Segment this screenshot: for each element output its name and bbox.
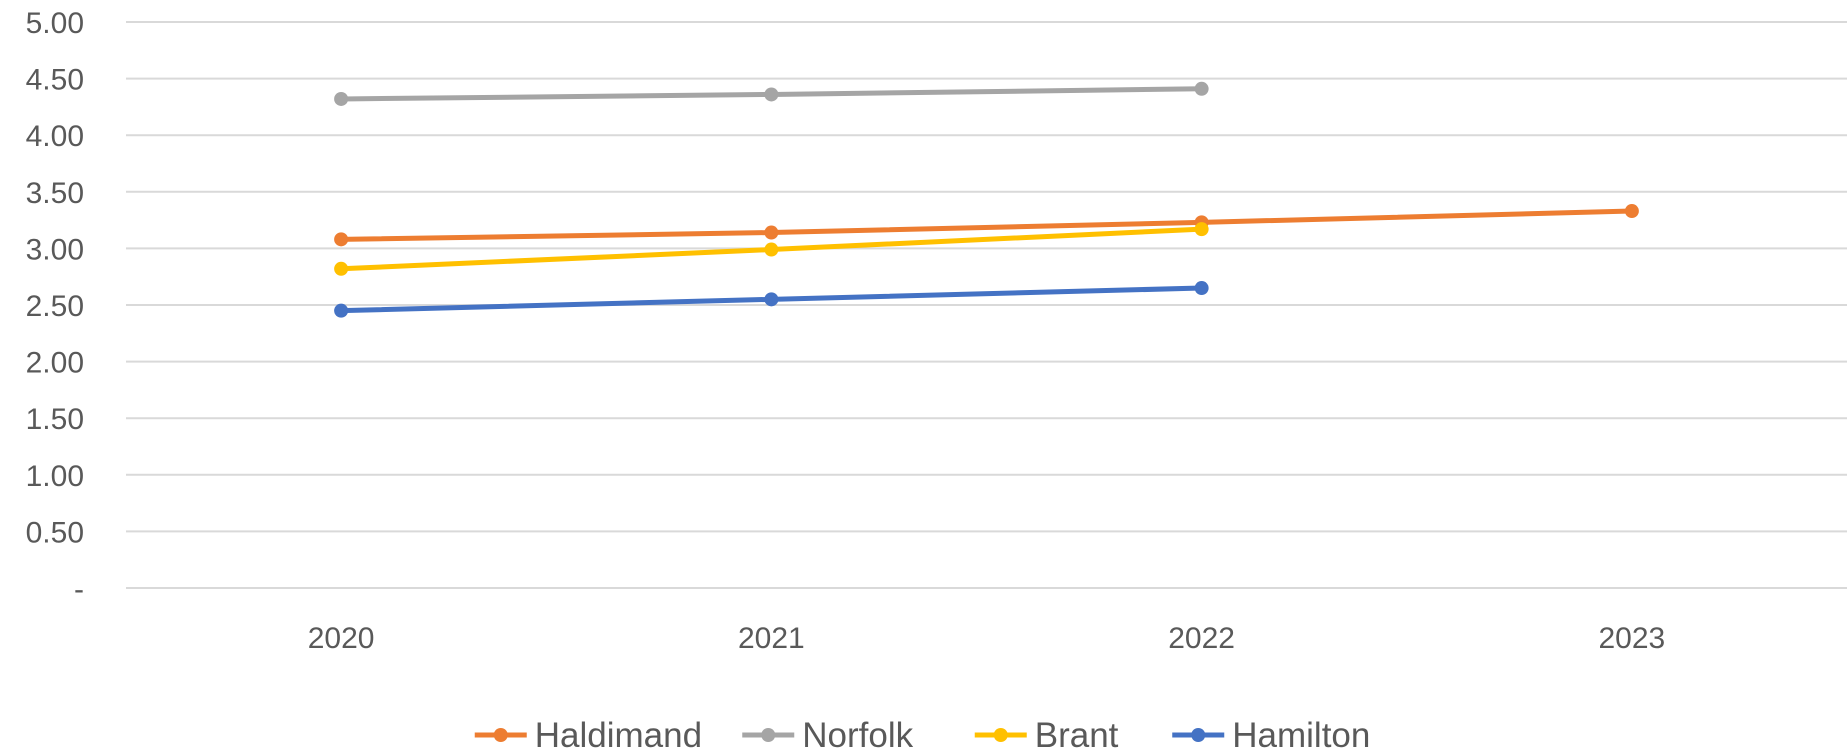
data-point	[334, 232, 349, 247]
y-tick-label: 4.50	[26, 64, 84, 97]
series-norfolk	[334, 81, 1209, 106]
y-tick-label: 3.50	[26, 177, 84, 210]
data-point	[1194, 281, 1209, 296]
x-axis: 2020 2021 2022 2023	[308, 622, 1666, 655]
y-tick-label: 1.50	[26, 403, 84, 436]
legend: Haldimand Norfolk Brant Hamilton	[474, 716, 1370, 751]
series-line	[338, 208, 1635, 242]
legend-marker	[1191, 728, 1206, 742]
data-point	[764, 225, 779, 240]
legend-item: Norfolk	[742, 716, 914, 751]
legend-item: Haldimand	[474, 716, 702, 751]
x-tick-label: 2021	[738, 622, 805, 655]
data-point	[764, 242, 779, 257]
y-tick-label: 4.00	[26, 120, 84, 153]
y-axis: - 0.50 1.00 1.50 2.00 2.50 3.00 3.50 4.00 4.50 5.0…	[26, 7, 84, 606]
series-layer	[334, 81, 1639, 318]
data-point	[764, 292, 779, 307]
data-point	[334, 261, 349, 276]
data-point	[1194, 222, 1209, 237]
data-point	[334, 303, 349, 318]
y-tick-label: 0.50	[26, 516, 84, 549]
legend-marker	[493, 728, 508, 742]
legend-label: Hamilton	[1232, 716, 1370, 751]
series-hamilton	[334, 281, 1209, 318]
y-tick-label: 1.00	[26, 460, 84, 493]
y-tick-label: 2.50	[26, 290, 84, 323]
y-tick-label: 3.00	[26, 233, 84, 266]
y-tick-label: 2.00	[26, 347, 84, 380]
legend-item: Hamilton	[1172, 716, 1370, 751]
legend-marker	[761, 728, 776, 742]
x-tick-label: 2022	[1168, 622, 1235, 655]
data-point	[1194, 81, 1209, 96]
legend-marker	[993, 728, 1008, 742]
y-tick-label: 5.00	[26, 7, 84, 40]
data-point	[1624, 204, 1639, 219]
x-tick-label: 2023	[1599, 622, 1666, 655]
legend-label: Brant	[1035, 716, 1119, 751]
y-tick-label: -	[74, 573, 84, 606]
data-point	[764, 87, 779, 102]
data-point	[334, 91, 349, 106]
legend-label: Norfolk	[802, 716, 913, 751]
x-tick-label: 2020	[308, 622, 375, 655]
legend-label: Haldimand	[535, 716, 702, 751]
gridlines	[126, 21, 1847, 589]
series-brant	[334, 222, 1209, 276]
legend-item: Brant	[974, 716, 1119, 751]
